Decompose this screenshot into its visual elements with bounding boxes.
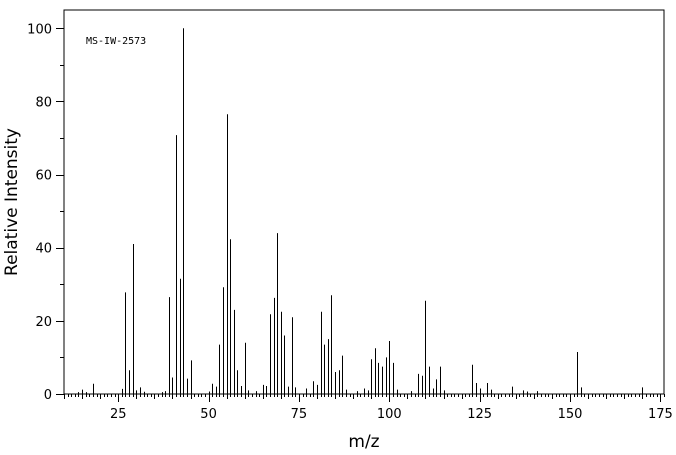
x-tick-label: 125	[467, 407, 492, 422]
plot-frame	[63, 9, 665, 395]
x-tick-label: 175	[648, 407, 673, 422]
x-tick-label: 75	[291, 407, 308, 422]
y-axis-label: Relative Intensity	[2, 128, 22, 276]
x-axis-label: m/z	[348, 432, 379, 452]
y-tick-label: 20	[35, 315, 52, 330]
x-tick-label: 100	[377, 407, 402, 422]
chart-annotation: MS-IW-2573	[86, 36, 146, 47]
y-tick-label: 100	[27, 22, 52, 37]
y-tick-label: 0	[44, 388, 52, 403]
x-tick-label: 25	[110, 407, 127, 422]
peak-bars	[78, 28, 643, 394]
y-tick-label: 80	[35, 95, 52, 110]
x-axis: 25 50 75 100 125 150 175	[64, 394, 673, 422]
y-tick-label: 60	[35, 169, 52, 184]
y-axis: 0 20 40 60 80 100	[27, 22, 64, 403]
y-tick-label: 40	[35, 242, 52, 257]
x-tick-label: 50	[200, 407, 217, 422]
x-tick-label: 150	[558, 407, 583, 422]
